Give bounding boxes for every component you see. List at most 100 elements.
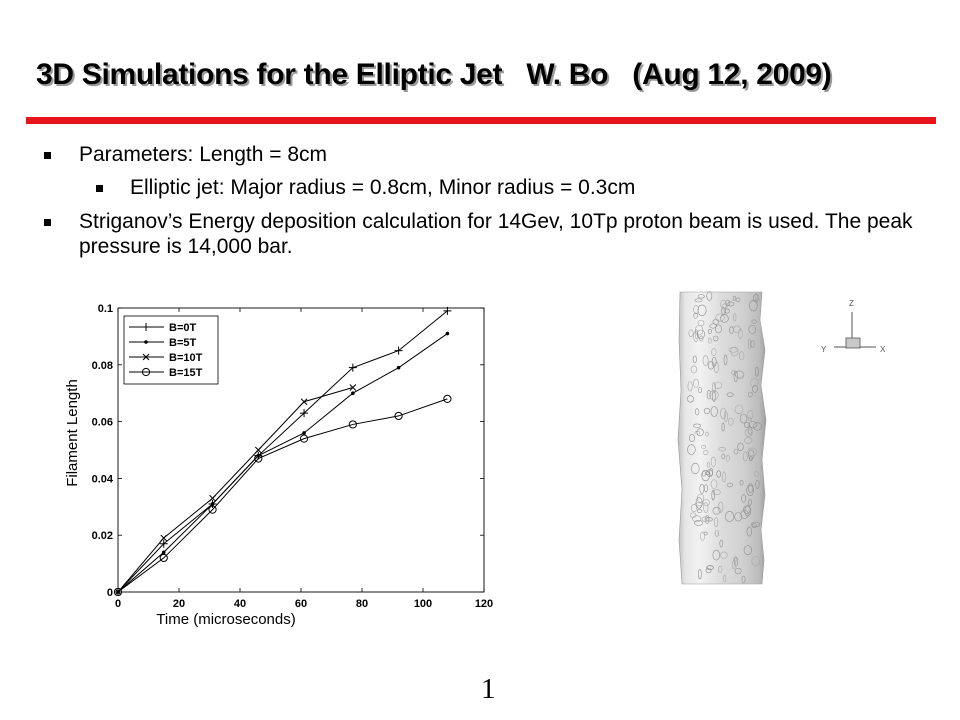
jet-texture-cell	[690, 365, 697, 374]
jet-texture-cell	[733, 448, 739, 455]
jet-texture-cell	[743, 505, 751, 514]
data-point-b10t	[160, 534, 168, 542]
jet-texture-cell	[739, 480, 744, 486]
jet-texture-cell	[702, 355, 709, 366]
jet-texture-cell	[727, 301, 735, 307]
jet-texture-cell	[731, 560, 736, 569]
jet-texture-cell	[734, 404, 744, 415]
legend-marker	[142, 323, 150, 331]
legend-marker	[142, 353, 150, 361]
jet-texture-cell	[694, 519, 703, 526]
bullet-text: Striganov’s Energy deposition calculatio…	[79, 210, 913, 258]
jet-texture-cell	[713, 361, 719, 373]
jet-texture-cell	[732, 295, 737, 301]
axis-label-x: X	[880, 345, 886, 354]
series-line-b5t	[117, 333, 448, 593]
legend-marker	[141, 367, 151, 377]
jet-texture-cell	[696, 329, 706, 339]
jet-texture-cell	[697, 304, 707, 316]
jet-texture-cell	[734, 512, 743, 522]
data-point-b10t	[254, 446, 262, 454]
filament-length-chart: 0 20 40 60 80 100 120 0 0.02 0.04 0.06 0.08 0.1 Time …	[64, 303, 493, 628]
jet-texture-cell	[725, 299, 731, 307]
jet-surface	[677, 291, 767, 585]
jet-texture-cell	[751, 319, 757, 324]
jet-texture-cell	[730, 370, 737, 375]
jet-texture-cell	[720, 299, 727, 309]
jet-texture-cell	[704, 515, 710, 524]
jet-texture-cell	[747, 410, 754, 420]
jet-texture-cell	[748, 416, 752, 422]
jet-texture-cell	[712, 489, 721, 496]
jet-texture-cell	[694, 502, 703, 507]
jet-texture-cell	[710, 456, 717, 468]
jet-texture-cell	[746, 484, 754, 496]
jet-texture-cell	[752, 385, 758, 393]
jet-texture-cell	[697, 294, 705, 299]
y-tick-label: 0.04	[92, 473, 114, 485]
jet-texture-cell	[720, 551, 728, 559]
jet-texture-cell	[741, 575, 746, 584]
jet-texture-cell	[751, 556, 761, 566]
jet-texture-cell	[711, 348, 717, 356]
jet-texture-cell	[693, 305, 699, 315]
axis-label-z: Z	[849, 299, 854, 308]
jet-texture-cell	[724, 511, 735, 522]
jet-texture-cell	[706, 389, 712, 400]
jet-texture-cell	[739, 351, 745, 361]
jet-texture-cell	[708, 328, 712, 334]
data-point-b15t	[159, 553, 168, 563]
data-point-b5t	[161, 550, 166, 555]
jet-texture-cell	[713, 381, 723, 389]
jet-texture-cell	[719, 539, 724, 548]
jet-texture-cell	[714, 530, 720, 537]
data-point-b0t	[394, 346, 403, 355]
jet-texture-cell	[699, 335, 704, 342]
jet-texture-cell	[725, 454, 730, 462]
jet-texture-cell	[746, 526, 753, 537]
y-tick-label: 0	[107, 587, 113, 599]
jet-texture-cell	[712, 549, 720, 561]
bullet-square-icon	[96, 185, 103, 192]
jet-texture-cell	[694, 329, 698, 340]
data-point-b15t	[113, 587, 123, 597]
data-point-b15t	[299, 434, 309, 443]
jet-texture-cell	[748, 391, 753, 398]
x-tick-label: 20	[173, 598, 185, 610]
x-tick-label: 60	[295, 598, 307, 610]
jet-texture-cell	[712, 335, 719, 342]
jet-texture-cell	[699, 483, 705, 494]
jet-texture-cell	[710, 479, 718, 489]
jet-texture-cell	[748, 499, 752, 506]
jet-texture-cell	[740, 509, 749, 519]
data-point-b15t	[254, 454, 263, 463]
jet-texture-cell	[703, 407, 711, 415]
jet-texture-cell	[707, 337, 712, 344]
jet-texture-cell	[723, 354, 728, 366]
jet-texture-cell	[752, 294, 759, 303]
jet-texture-cell	[716, 470, 722, 478]
data-point-b5t	[445, 331, 450, 336]
jet-texture-cell	[707, 361, 715, 370]
jet-texture-cell	[721, 307, 726, 315]
y-axis-label: Filament Length	[64, 379, 81, 487]
jet-texture-cell	[693, 330, 699, 342]
data-point-b15t	[443, 394, 452, 403]
jet-texture-cell	[706, 565, 714, 570]
data-point-b15t	[348, 420, 357, 429]
jet-texture-cell	[750, 340, 755, 348]
legend-label: B=0T	[169, 322, 196, 334]
jet-texture-cell	[723, 575, 727, 583]
jet-texture-cell	[705, 431, 709, 437]
jet-texture-cell	[712, 390, 716, 402]
bullet-text: Parameters: Length = 8cm	[79, 143, 328, 166]
series-line-b10t	[117, 387, 353, 593]
jet-texture-cell	[754, 471, 759, 477]
jet-texture-cell	[748, 449, 755, 460]
jet-texture-cell	[688, 329, 694, 338]
y-tick-label: 0.08	[92, 360, 113, 372]
title-underline	[26, 117, 936, 124]
jet-texture-cell	[734, 370, 744, 379]
jet-texture-cell	[701, 470, 710, 482]
y-tick-label: 0.02	[92, 530, 113, 542]
